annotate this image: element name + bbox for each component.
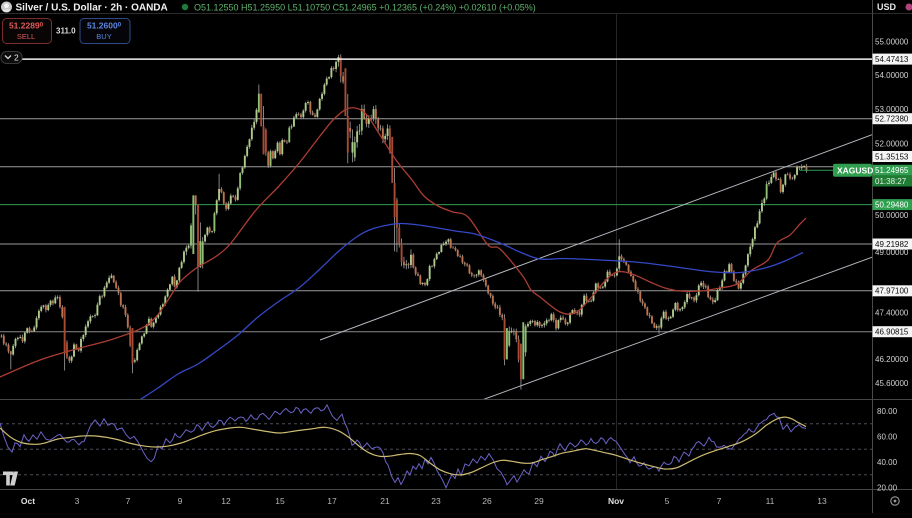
svg-text:SELL: SELL <box>17 32 35 41</box>
svg-text:40.00: 40.00 <box>877 458 898 467</box>
svg-text:12: 12 <box>221 496 231 506</box>
svg-text:01:38:27: 01:38:27 <box>875 177 907 186</box>
svg-text:7: 7 <box>717 496 722 506</box>
svg-text:54.00000: 54.00000 <box>875 71 909 80</box>
svg-text:2: 2 <box>14 53 19 63</box>
svg-text:51.22890: 51.22890 <box>9 21 44 31</box>
svg-text:46.20000: 46.20000 <box>875 355 909 364</box>
svg-text:311.0: 311.0 <box>56 27 76 36</box>
svg-text:XAGUSD: XAGUSD <box>837 165 873 175</box>
svg-text:29: 29 <box>534 496 544 506</box>
svg-text:21: 21 <box>380 496 390 506</box>
svg-text:Nov: Nov <box>608 496 624 506</box>
svg-text:47.40000: 47.40000 <box>875 308 909 317</box>
svg-text:47.97100: 47.97100 <box>875 287 909 296</box>
svg-text:Silver / U.S. Dollar · 2h · OA: Silver / U.S. Dollar · 2h · OANDA <box>16 3 168 14</box>
svg-text:46.90815: 46.90815 <box>875 328 909 337</box>
svg-text:13: 13 <box>817 496 827 506</box>
svg-text:BUY: BUY <box>96 32 111 41</box>
svg-text:45.60000: 45.60000 <box>875 379 909 388</box>
svg-text:50.00000: 50.00000 <box>875 211 909 220</box>
svg-text:51.35153: 51.35153 <box>875 152 909 161</box>
svg-text:53.00000: 53.00000 <box>875 105 909 114</box>
svg-text:Oct: Oct <box>21 496 35 506</box>
svg-text:80.00: 80.00 <box>877 407 898 416</box>
svg-text:60.00: 60.00 <box>877 432 898 441</box>
svg-text:52.00000: 52.00000 <box>875 140 909 149</box>
svg-text:O51.12550 H51.25950 L51.10750: O51.12550 H51.25950 L51.10750 C51.24965 … <box>194 3 536 13</box>
svg-text:9: 9 <box>178 496 183 506</box>
svg-text:20.00: 20.00 <box>877 483 898 492</box>
svg-text:7: 7 <box>126 496 131 506</box>
svg-text:15: 15 <box>275 496 285 506</box>
svg-text:52.72380: 52.72380 <box>875 115 909 124</box>
svg-text:11: 11 <box>766 496 775 506</box>
svg-text:55.00000: 55.00000 <box>875 37 909 46</box>
svg-text:51.24965: 51.24965 <box>875 166 909 175</box>
svg-text:50.29480: 50.29480 <box>875 200 909 209</box>
svg-text:54.47413: 54.47413 <box>875 55 909 64</box>
svg-text:49.21982: 49.21982 <box>875 240 909 249</box>
svg-text:17: 17 <box>327 496 337 506</box>
svg-text:5: 5 <box>665 496 670 506</box>
svg-text:26: 26 <box>482 496 492 506</box>
svg-text:51.26000: 51.26000 <box>87 21 122 31</box>
svg-text:USD: USD <box>877 2 897 12</box>
svg-text:3: 3 <box>75 496 80 506</box>
svg-text:23: 23 <box>431 496 441 506</box>
